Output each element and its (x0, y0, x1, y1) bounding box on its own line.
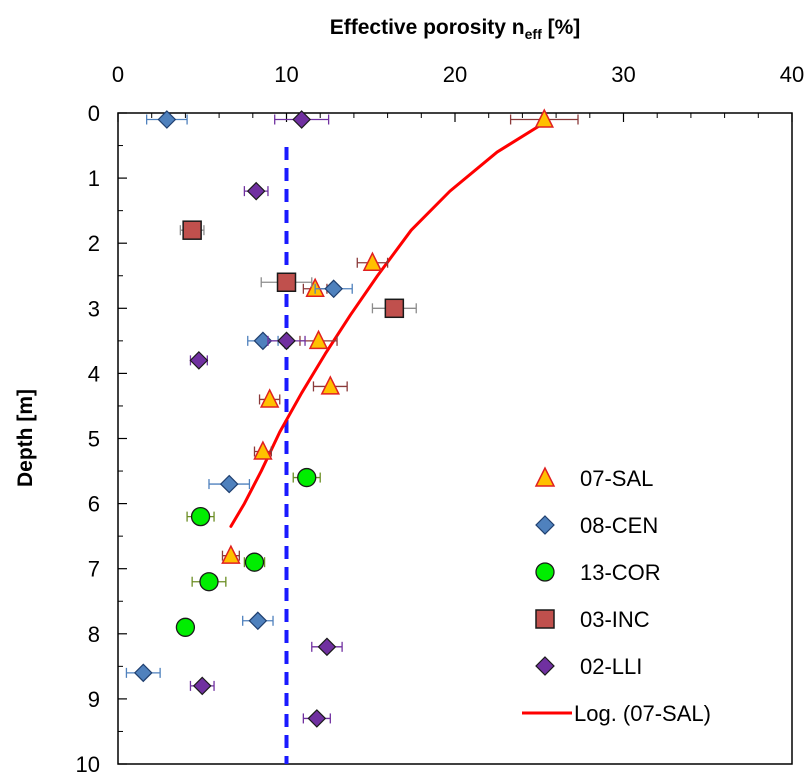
trendline-07-sal (229, 121, 546, 528)
x-tick-label: 40 (780, 62, 804, 87)
point-13-cor (175, 617, 196, 637)
point-13-cor (199, 572, 219, 592)
point-07-sal (308, 329, 329, 350)
y-tick-label: 3 (88, 296, 100, 321)
y-tick-label: 0 (88, 101, 100, 126)
x-tick-label: 10 (274, 62, 298, 87)
y-tick-label: 5 (88, 427, 100, 452)
legend: 07-SAL 08-CEN 13-COR 03-INC 02-LLI Log. (07-S… (522, 466, 711, 726)
point-07-sal (221, 544, 241, 564)
legend-marker-08-cen (535, 515, 555, 535)
point-03-inc (384, 298, 405, 319)
point-13-cor (297, 467, 317, 488)
axis-ticks: 0 10 20 30 40 0 1 2 3 4 5 6 7 8 9 10 (76, 62, 805, 774)
legend-label-02-lli: 02-LLI (580, 654, 642, 679)
point-08-cen (157, 110, 177, 129)
point-07-sal (362, 251, 383, 271)
y-tick-label: 7 (88, 557, 100, 582)
point-08-cen (219, 474, 239, 494)
point-03-inc (182, 220, 202, 240)
point-07-sal (320, 375, 341, 395)
y-tick-label: 6 (88, 492, 100, 517)
y-tick-label: 9 (88, 687, 100, 712)
legend-marker-02-lli (535, 656, 555, 676)
y-tick-label: 8 (88, 622, 100, 647)
point-02-lli (317, 637, 337, 657)
x-axis-title: Effective porosity neff [%] (330, 16, 581, 42)
point-02-lli (189, 351, 209, 370)
point-02-lli (292, 110, 312, 129)
x-tick-label: 20 (443, 62, 467, 87)
point-02-lli (307, 709, 327, 728)
legend-marker-13-cor (535, 562, 555, 582)
x-tick-label: 30 (611, 62, 635, 87)
legend-label-trendline: Log. (07-SAL) (574, 701, 711, 726)
point-07-sal (259, 388, 280, 408)
trendline-layer (229, 121, 546, 528)
point-08-cen (324, 279, 344, 299)
y-tick-label: 1 (88, 166, 100, 191)
legend-label-08-cen: 08-CEN (580, 513, 658, 538)
legend-label-07-sal: 07-SAL (580, 466, 653, 491)
point-03-inc (276, 272, 297, 293)
point-13-cor (244, 552, 265, 572)
point-02-lli (246, 181, 266, 201)
point-13-cor (190, 506, 211, 527)
x-tick-label: 0 (112, 62, 124, 87)
legend-label-13-cor: 13-COR (580, 560, 661, 585)
legend-label-03-inc: 03-INC (580, 607, 650, 632)
point-07-sal (534, 108, 555, 128)
y-tick-label: 4 (88, 361, 100, 386)
y-tick-label: 2 (88, 231, 100, 256)
y-tick-label: 10 (76, 752, 100, 774)
y-axis-title: Depth [m] (14, 389, 37, 487)
legend-marker-03-inc (535, 609, 555, 629)
legend-marker-07-sal (534, 466, 556, 487)
point-02-lli (192, 676, 212, 696)
data-points-layer (125, 108, 579, 728)
plot-area (117, 112, 793, 765)
point-07-sal (253, 440, 273, 460)
point-08-cen (248, 611, 268, 631)
point-02-lli (277, 331, 296, 351)
point-08-cen (133, 663, 153, 683)
